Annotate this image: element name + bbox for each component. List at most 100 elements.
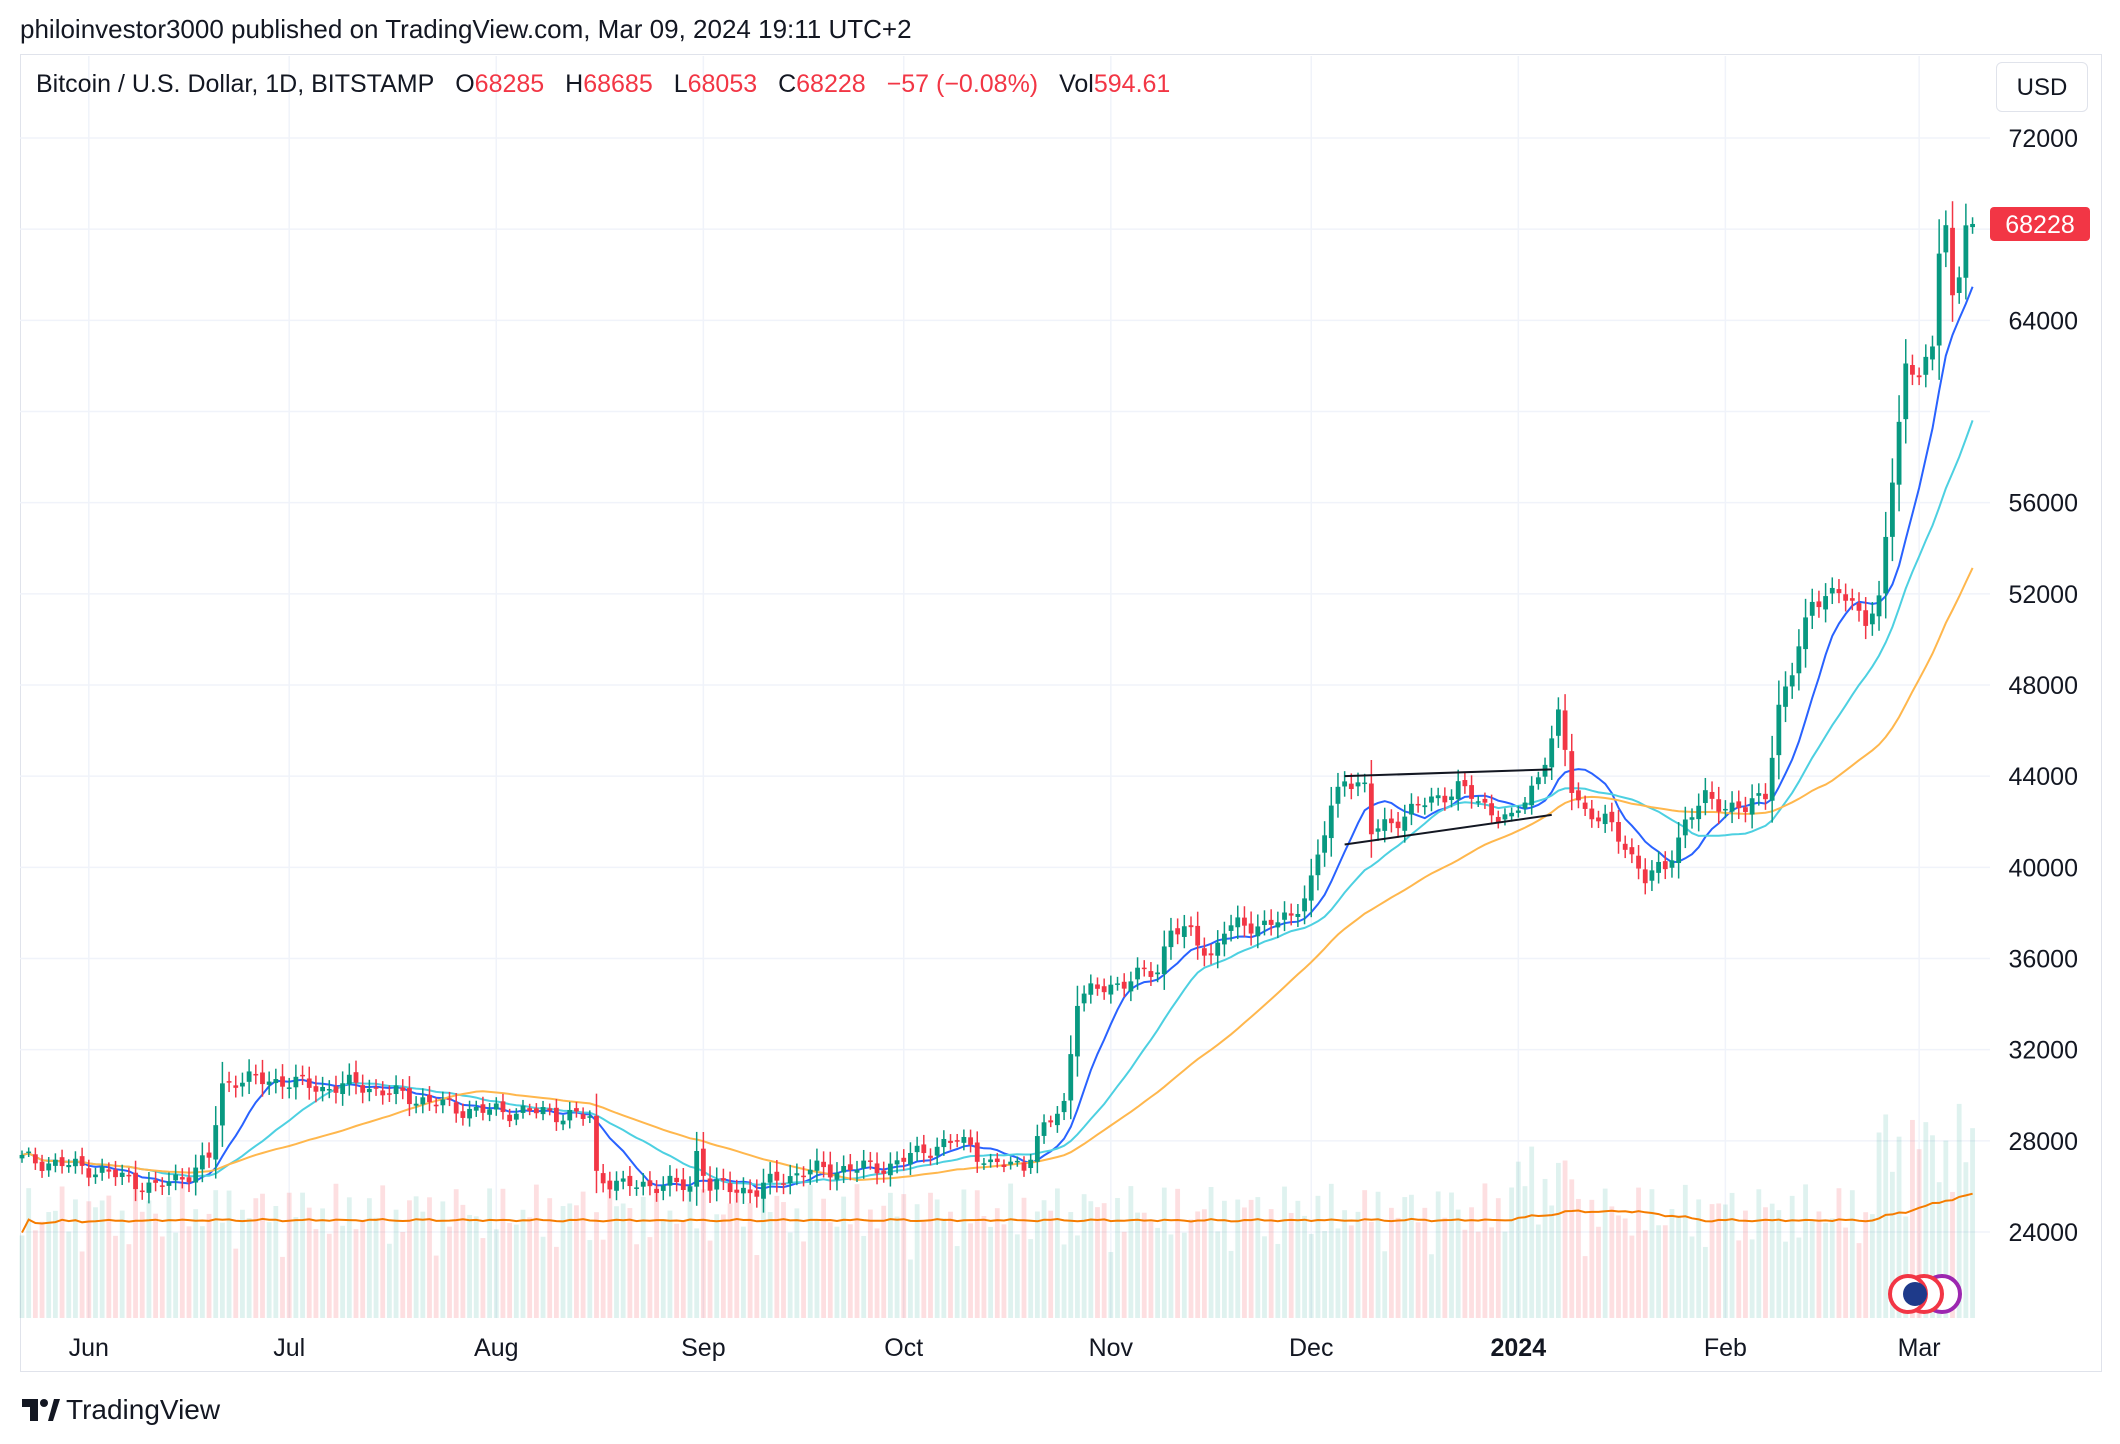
candle-body <box>587 1116 593 1118</box>
candle-body <box>1101 986 1107 993</box>
volume-bar <box>1936 1182 1942 1318</box>
candle-body <box>1449 796 1454 801</box>
volume-bar <box>93 1207 98 1318</box>
volume-bar <box>433 1255 439 1318</box>
volume-bar <box>1295 1200 1301 1318</box>
candle-body <box>741 1187 746 1194</box>
events-flags[interactable] <box>1888 1274 1962 1314</box>
volume-bar <box>1255 1197 1261 1318</box>
candle-body <box>1141 967 1147 970</box>
candle-body <box>1375 828 1381 832</box>
candle-body <box>373 1087 379 1089</box>
chart-frame <box>20 54 2102 1372</box>
currency-button[interactable]: USD <box>1996 62 2088 112</box>
candle-body <box>801 1175 806 1178</box>
candle-body <box>881 1170 887 1174</box>
volume-bar <box>353 1229 359 1318</box>
candle-body <box>1222 933 1227 945</box>
volume-bar <box>19 1235 25 1318</box>
last-price-badge <box>1990 206 2090 241</box>
volume-bar <box>1930 1135 1935 1318</box>
candle-body <box>1268 919 1274 925</box>
candle-body <box>1061 1100 1067 1113</box>
candle-body <box>1636 855 1641 869</box>
price-tick-label: 56000 <box>2008 490 2078 518</box>
volume-bar <box>807 1184 813 1318</box>
candle-body <box>1295 913 1301 917</box>
candle-body <box>1522 802 1528 809</box>
candle-body <box>794 1173 800 1176</box>
volume-bar <box>787 1232 793 1318</box>
candle-body <box>1001 1164 1007 1168</box>
candle-body <box>774 1171 780 1181</box>
volume-bar <box>253 1198 259 1318</box>
volume-bar <box>954 1246 960 1318</box>
candle-body <box>968 1137 973 1145</box>
candle-body <box>1068 1054 1074 1101</box>
candle-body <box>1769 757 1775 801</box>
volume-bar <box>1636 1187 1641 1318</box>
candle-body <box>1469 785 1474 799</box>
volume-bar <box>1409 1194 1414 1318</box>
candle-body <box>1161 946 1167 975</box>
candle-body <box>1549 738 1555 768</box>
candle-body <box>1482 798 1488 803</box>
candle-body <box>1475 801 1481 803</box>
time-tick-label: Mar <box>1898 1334 1941 1362</box>
candle-body <box>787 1176 793 1184</box>
time-tick-label: Jul <box>273 1334 305 1362</box>
candle-body <box>707 1178 713 1191</box>
candle-body <box>1302 898 1307 912</box>
volume-bar <box>1916 1149 1922 1318</box>
volume-bar <box>1529 1146 1535 1318</box>
candle-body <box>1389 818 1394 824</box>
candle-body <box>1863 610 1869 626</box>
volume-bar <box>747 1203 753 1318</box>
candle-body <box>213 1125 219 1160</box>
volume-bar <box>1288 1212 1294 1318</box>
candle-body <box>1021 1162 1027 1171</box>
volume-bar <box>139 1211 145 1318</box>
volume-bar <box>988 1226 993 1318</box>
volume-bar <box>1542 1178 1548 1318</box>
candle-body <box>1322 835 1327 853</box>
volume-bar <box>1970 1128 1975 1318</box>
ma-mid-line <box>21 420 1974 1186</box>
volume-bar <box>640 1196 646 1318</box>
volume-bar <box>1843 1227 1849 1318</box>
volume-bar <box>1809 1221 1815 1318</box>
volume-bar <box>473 1216 479 1318</box>
candle-body <box>1602 813 1608 825</box>
candle-body <box>914 1145 920 1153</box>
time-tick-label: Aug <box>474 1334 518 1362</box>
candle-body <box>73 1158 78 1167</box>
volume-bar <box>293 1217 299 1318</box>
volume-bar <box>781 1202 786 1318</box>
candle-body <box>1642 869 1648 884</box>
volume-bar <box>1616 1215 1621 1318</box>
volume-bar <box>46 1212 52 1318</box>
candle-body <box>86 1168 92 1178</box>
candle-body <box>627 1175 633 1187</box>
candle-body <box>1041 1122 1047 1136</box>
volume-bar <box>1001 1224 1007 1318</box>
candle-body <box>286 1087 292 1089</box>
volume-bar <box>320 1208 325 1318</box>
volume-bar <box>901 1194 907 1318</box>
candle-body <box>447 1098 452 1100</box>
symbol-title[interactable]: Bitcoin / U.S. Dollar, 1D, BITSTAMP <box>36 70 435 98</box>
tradingview-footer[interactable]: TradingView <box>20 1394 220 1426</box>
candle-body <box>146 1182 152 1193</box>
volume-bar <box>159 1236 165 1318</box>
volume-bar <box>1282 1186 1287 1318</box>
volume-bar <box>614 1206 619 1318</box>
candle-body <box>1823 596 1828 610</box>
volume-bar <box>741 1226 746 1318</box>
volume-bar <box>1849 1190 1855 1318</box>
candle-body <box>273 1079 279 1084</box>
volume-bar <box>306 1207 312 1318</box>
candle-body <box>1743 807 1748 812</box>
volume-bar <box>714 1214 720 1318</box>
volume-bar <box>193 1209 199 1318</box>
